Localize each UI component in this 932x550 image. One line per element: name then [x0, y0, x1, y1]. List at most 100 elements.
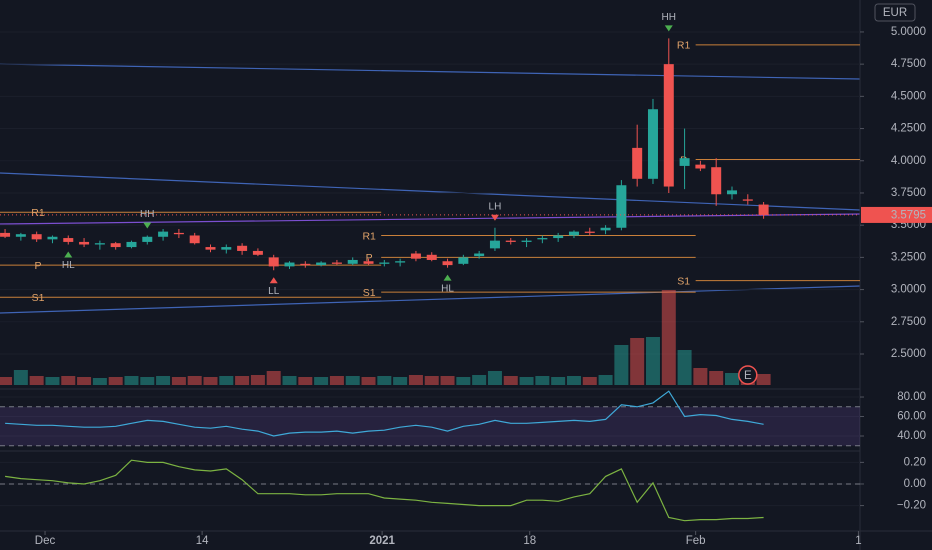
swing-marker — [64, 251, 73, 258]
y-tick-label: 2.5000 — [891, 348, 926, 360]
volume-bar — [92, 378, 107, 385]
volume-bar — [503, 376, 518, 385]
x-tick-label: 14 — [196, 535, 209, 547]
volume-bar — [487, 371, 502, 385]
candle-body — [726, 190, 737, 195]
volume-bar — [0, 377, 13, 385]
candle-body — [600, 227, 611, 231]
candle-body — [647, 109, 658, 179]
volume-bar — [250, 375, 265, 385]
volume-bar — [298, 377, 313, 385]
swing-label: LH — [489, 201, 502, 212]
volume-bar — [693, 368, 708, 385]
y-tick-label: 40.00 — [897, 430, 926, 442]
volume-bar — [61, 376, 76, 385]
swing-marker — [269, 277, 278, 284]
volume-bar — [551, 377, 566, 385]
volume-bar — [756, 374, 771, 385]
volume-bar — [235, 376, 250, 385]
candle-body — [300, 263, 311, 266]
x-tick-label: 1 — [855, 535, 861, 547]
y-tick-label: 3.0000 — [891, 284, 926, 296]
candle-body — [474, 253, 485, 257]
event-marker — [738, 365, 758, 385]
volume-bar — [314, 377, 329, 385]
volume-bar — [108, 377, 123, 385]
line-series — [5, 390, 764, 437]
currency-label: EUR — [883, 7, 907, 19]
candle-body — [237, 245, 248, 251]
pivot-label: R1 — [362, 230, 376, 242]
trend-line — [0, 285, 861, 314]
y-tick-label: 5.0000 — [891, 26, 926, 38]
trend-line — [0, 213, 861, 225]
candle-body — [521, 240, 532, 242]
candle-body — [616, 185, 627, 228]
pivot-label: P — [366, 252, 373, 264]
pivot-label: R1 — [31, 207, 45, 219]
candle-body — [711, 167, 722, 195]
x-tick-label: 18 — [523, 535, 536, 547]
swing-label: LL — [268, 286, 280, 297]
volume-bar — [282, 376, 297, 385]
y-tick-label: 0.00 — [904, 478, 926, 490]
volume-bar — [661, 290, 676, 385]
candle-body — [695, 164, 706, 169]
volume-bar — [709, 371, 724, 385]
volume-bar — [724, 373, 739, 385]
candle-body — [679, 158, 690, 166]
volume-bar — [408, 375, 423, 385]
candle-body — [758, 204, 769, 215]
candle-body — [63, 238, 74, 242]
candle-body — [316, 262, 327, 266]
candle-body — [158, 231, 169, 237]
volume-bar — [519, 377, 534, 385]
pivot-label: S1 — [677, 275, 690, 287]
candle-body — [489, 240, 500, 249]
candle-body — [47, 236, 58, 240]
volume-bar — [598, 375, 613, 385]
candle-body — [79, 241, 90, 245]
last-price-label: 3.5795 — [891, 209, 926, 221]
y-tick-label: 3.2500 — [891, 251, 926, 263]
candle-body — [363, 261, 374, 264]
candle-body — [553, 235, 564, 239]
volume-bar — [645, 337, 660, 385]
pivot-label: S1 — [363, 287, 376, 299]
volume-bar — [535, 376, 550, 385]
swing-label: HL — [441, 283, 454, 294]
volume-bar — [266, 371, 281, 385]
candle-body — [331, 262, 342, 264]
candle-body — [505, 240, 516, 242]
swing-marker — [443, 274, 452, 281]
pivot-label: P — [34, 260, 41, 272]
candle-body — [537, 238, 548, 240]
swing-label: HH — [662, 12, 676, 23]
y-tick-label: 4.7500 — [891, 58, 926, 70]
y-tick-label: 0.20 — [904, 456, 926, 468]
volume-bar — [424, 376, 439, 385]
currency-box — [874, 3, 916, 22]
volume-bar — [219, 376, 234, 385]
y-tick-label: 60.00 — [897, 411, 926, 423]
candle-body — [584, 231, 595, 233]
y-tick-label: 2.7500 — [891, 316, 926, 328]
volume-bar — [393, 377, 408, 385]
candle-body — [15, 234, 26, 237]
volume-bar — [140, 377, 155, 385]
candle-body — [395, 261, 406, 263]
x-tick-label: Feb — [686, 535, 706, 547]
candle-body — [347, 259, 358, 264]
pivot-label: S1 — [32, 292, 45, 304]
volume-bar — [345, 376, 360, 385]
x-tick-label: Dec — [35, 535, 56, 547]
candle-body — [663, 64, 674, 187]
volume-bar — [472, 375, 487, 385]
volume-bar — [566, 376, 581, 385]
candle-body — [110, 243, 121, 248]
candle-body — [205, 247, 216, 250]
